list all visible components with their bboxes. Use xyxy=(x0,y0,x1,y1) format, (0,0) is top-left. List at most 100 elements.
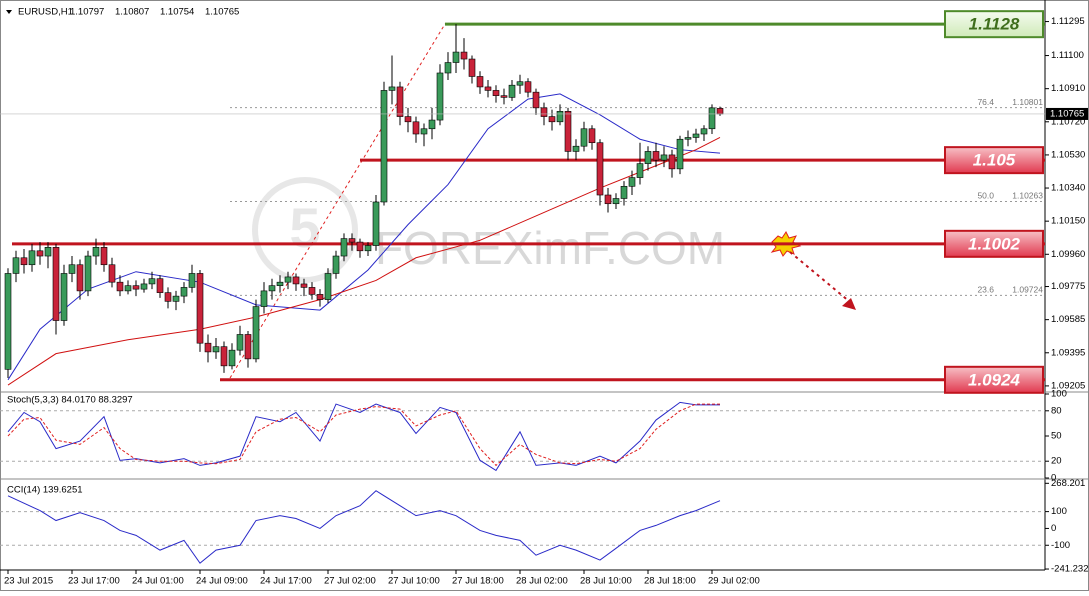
ohlc-readout: 1.10807 xyxy=(115,7,149,18)
y-tick-label: 268.201 xyxy=(1051,478,1085,489)
x-tick-label: 29 Jul 02:00 xyxy=(708,576,760,587)
candle-body xyxy=(388,86,396,91)
x-tick-label: 23 Jul 17:00 xyxy=(68,576,120,587)
menu-icon xyxy=(6,10,12,14)
candle-body xyxy=(524,81,532,93)
candle-body xyxy=(28,250,36,266)
candle-body xyxy=(52,247,60,321)
arrow-head xyxy=(842,298,856,310)
x-tick-label: 28 Jul 10:00 xyxy=(580,576,632,587)
y-tick-label: 1.09205 xyxy=(1051,380,1085,391)
candle-body xyxy=(36,250,44,257)
x-tick-label: 28 Jul 02:00 xyxy=(516,576,568,587)
x-tick-label: 23 Jul 2015 xyxy=(4,576,53,587)
candle-body xyxy=(412,121,420,135)
candle-body xyxy=(404,116,412,123)
candle-body xyxy=(84,255,92,292)
candle-body xyxy=(148,278,156,285)
y-tick-label: 50 xyxy=(1051,431,1062,442)
candle-body xyxy=(588,128,596,144)
candle-body xyxy=(468,58,476,77)
fib-price: 1.09724 xyxy=(1012,285,1043,295)
candle-body xyxy=(324,273,332,300)
candle-body xyxy=(572,145,580,152)
candle-body xyxy=(500,95,508,98)
y-tick-label: 1.09775 xyxy=(1051,281,1085,292)
candle-body xyxy=(580,128,588,147)
candle-body xyxy=(460,51,468,60)
candle-body xyxy=(444,62,452,74)
candle-body xyxy=(636,163,644,178)
fib-price: 1.10801 xyxy=(1012,97,1043,107)
y-tick-label: 1.09960 xyxy=(1051,249,1085,260)
candle-body xyxy=(212,346,220,353)
candle-body xyxy=(708,107,716,130)
candle-body xyxy=(292,276,300,285)
y-tick-label: 20 xyxy=(1051,456,1062,467)
candle-body xyxy=(340,238,348,257)
candle-body xyxy=(164,292,172,302)
candle-body xyxy=(332,255,340,274)
candle-body xyxy=(60,273,68,321)
candle-body xyxy=(452,51,460,63)
fib-ratio: 23.6 xyxy=(977,285,994,295)
candle-body xyxy=(316,294,324,300)
candle-body xyxy=(484,86,492,91)
candle-body xyxy=(284,276,292,283)
stoch-title: Stoch(5,3,3) 84.0170 88.3297 xyxy=(7,395,133,406)
candle-body xyxy=(196,273,204,344)
symbol-title: EURUSD,H1 xyxy=(18,7,73,18)
candle-body xyxy=(172,295,180,302)
candle-body xyxy=(476,76,484,88)
candle-body xyxy=(644,151,652,164)
fib-price: 1.10263 xyxy=(1012,191,1043,201)
candle-body xyxy=(68,264,76,274)
candle-body xyxy=(156,278,164,293)
candle-body xyxy=(420,128,428,135)
y-tick-label: 1.10340 xyxy=(1051,183,1085,194)
y-tick-label: -100 xyxy=(1051,540,1070,551)
candle-body xyxy=(108,264,116,283)
candle-body xyxy=(492,90,500,96)
y-tick-label: 100 xyxy=(1051,506,1067,517)
candle-body xyxy=(44,247,52,257)
level-box xyxy=(944,10,1044,39)
ohlc-readout: 1.10765 xyxy=(205,7,239,18)
candle-body xyxy=(12,257,20,274)
x-tick-label: 27 Jul 10:00 xyxy=(388,576,440,587)
y-tick-label: 1.09585 xyxy=(1051,314,1085,325)
y-tick-label: 1.09395 xyxy=(1051,347,1085,358)
candle-body xyxy=(596,142,604,196)
candle-body xyxy=(244,334,252,360)
candle-body xyxy=(532,91,540,109)
candle-body xyxy=(228,349,236,367)
level-label: 1.1002 xyxy=(968,234,1021,253)
current-price-box xyxy=(1046,107,1088,120)
svg-text:5: 5 xyxy=(289,196,320,259)
watermark: FOREXimF.COM xyxy=(375,222,725,274)
candle-body xyxy=(540,107,548,117)
candle-body xyxy=(356,241,364,252)
candle-body xyxy=(436,72,444,121)
candle-body xyxy=(220,346,228,367)
y-tick-label: -241.2322 xyxy=(1051,564,1089,575)
candle-body xyxy=(140,283,148,290)
y-tick-label: 0 xyxy=(1051,473,1056,484)
level-box xyxy=(944,365,1044,394)
candle-body xyxy=(308,287,316,295)
y-tick-label: 1.11100 xyxy=(1051,50,1084,61)
level-label: 1.105 xyxy=(973,151,1016,170)
candle-body xyxy=(556,111,564,123)
indicator-line xyxy=(7,490,721,564)
ohlc-readout: 1.10754 xyxy=(160,7,194,18)
level-label: 1.1128 xyxy=(969,15,1020,34)
level-box xyxy=(944,229,1044,258)
candle-body xyxy=(700,128,708,135)
candle-body xyxy=(76,264,84,292)
candle-body xyxy=(380,90,388,203)
candle-body xyxy=(620,185,628,199)
candle-body xyxy=(668,154,676,170)
candle-body xyxy=(516,81,524,86)
candle-body xyxy=(132,285,140,290)
